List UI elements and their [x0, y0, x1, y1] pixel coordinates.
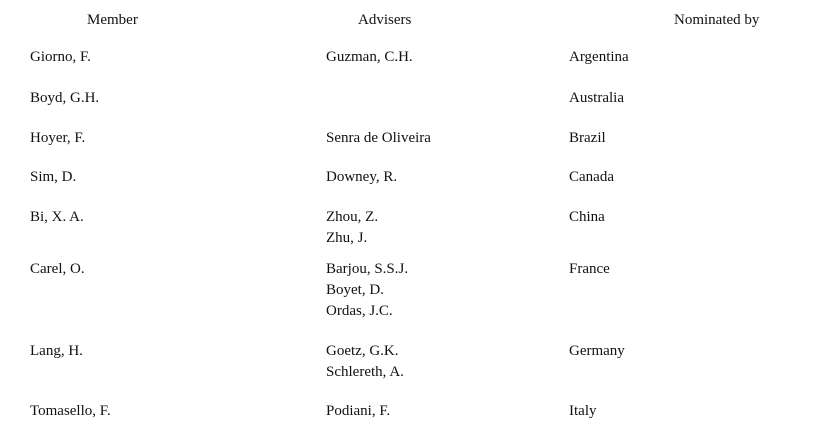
member-cell: Hoyer, F. — [30, 130, 86, 146]
advisers-cell: Downey, R. — [326, 167, 397, 188]
advisers-cell: Zhou, Z. Zhu, J. — [326, 207, 378, 249]
member-cell: Tomasello, F. — [30, 403, 111, 419]
nominated-by-cell: Canada — [569, 169, 614, 185]
advisers-cell: Barjou, S.S.J. Boyet, D. Ordas, J.C. — [326, 259, 408, 322]
nominated-by-cell: France — [569, 261, 610, 277]
header-advisers: Advisers — [358, 12, 412, 28]
advisers-cell: Senra de Oliveira — [326, 128, 431, 149]
advisers-cell: Podiani, F. — [326, 401, 390, 422]
member-cell: Bi, X. A. — [30, 209, 84, 225]
advisers-cell: Goetz, G.K. Schlereth, A. — [326, 341, 404, 383]
nominated-by-cell: Brazil — [569, 130, 606, 146]
nominated-by-cell: China — [569, 209, 605, 225]
adviser-name: Senra de Oliveira — [326, 130, 431, 146]
member-cell: Lang, H. — [30, 343, 83, 359]
member-cell: Boyd, G.H. — [30, 90, 100, 106]
nominated-by-cell: Argentina — [569, 49, 629, 65]
nominated-by-cell: Italy — [569, 403, 597, 419]
member-cell: Carel, O. — [30, 261, 85, 277]
header-nominated-by: Nominated by — [674, 12, 760, 28]
header-member: Member — [87, 12, 138, 28]
adviser-name: Zhou, Z. — [326, 209, 379, 225]
adviser-name: Goetz, G.K. — [326, 343, 399, 359]
member-cell: Giorno, F. — [30, 49, 91, 65]
adviser-name: Podiani, F. — [326, 403, 391, 419]
adviser-name: Schlereth, A. — [326, 364, 404, 380]
advisers-cell: Guzman, C.H. — [326, 47, 413, 68]
adviser-name: Boyet, D. — [326, 282, 384, 298]
adviser-name: Ordas, J.C. — [326, 303, 393, 319]
adviser-name: Guzman, C.H. — [326, 49, 413, 65]
member-cell: Sim, D. — [30, 169, 77, 185]
adviser-name: Downey, R. — [326, 169, 398, 185]
adviser-name: Barjou, S.S.J. — [326, 261, 409, 277]
adviser-name: Zhu, J. — [326, 230, 368, 246]
nominated-by-cell: Australia — [569, 90, 624, 106]
nominated-by-cell: Germany — [569, 343, 625, 359]
